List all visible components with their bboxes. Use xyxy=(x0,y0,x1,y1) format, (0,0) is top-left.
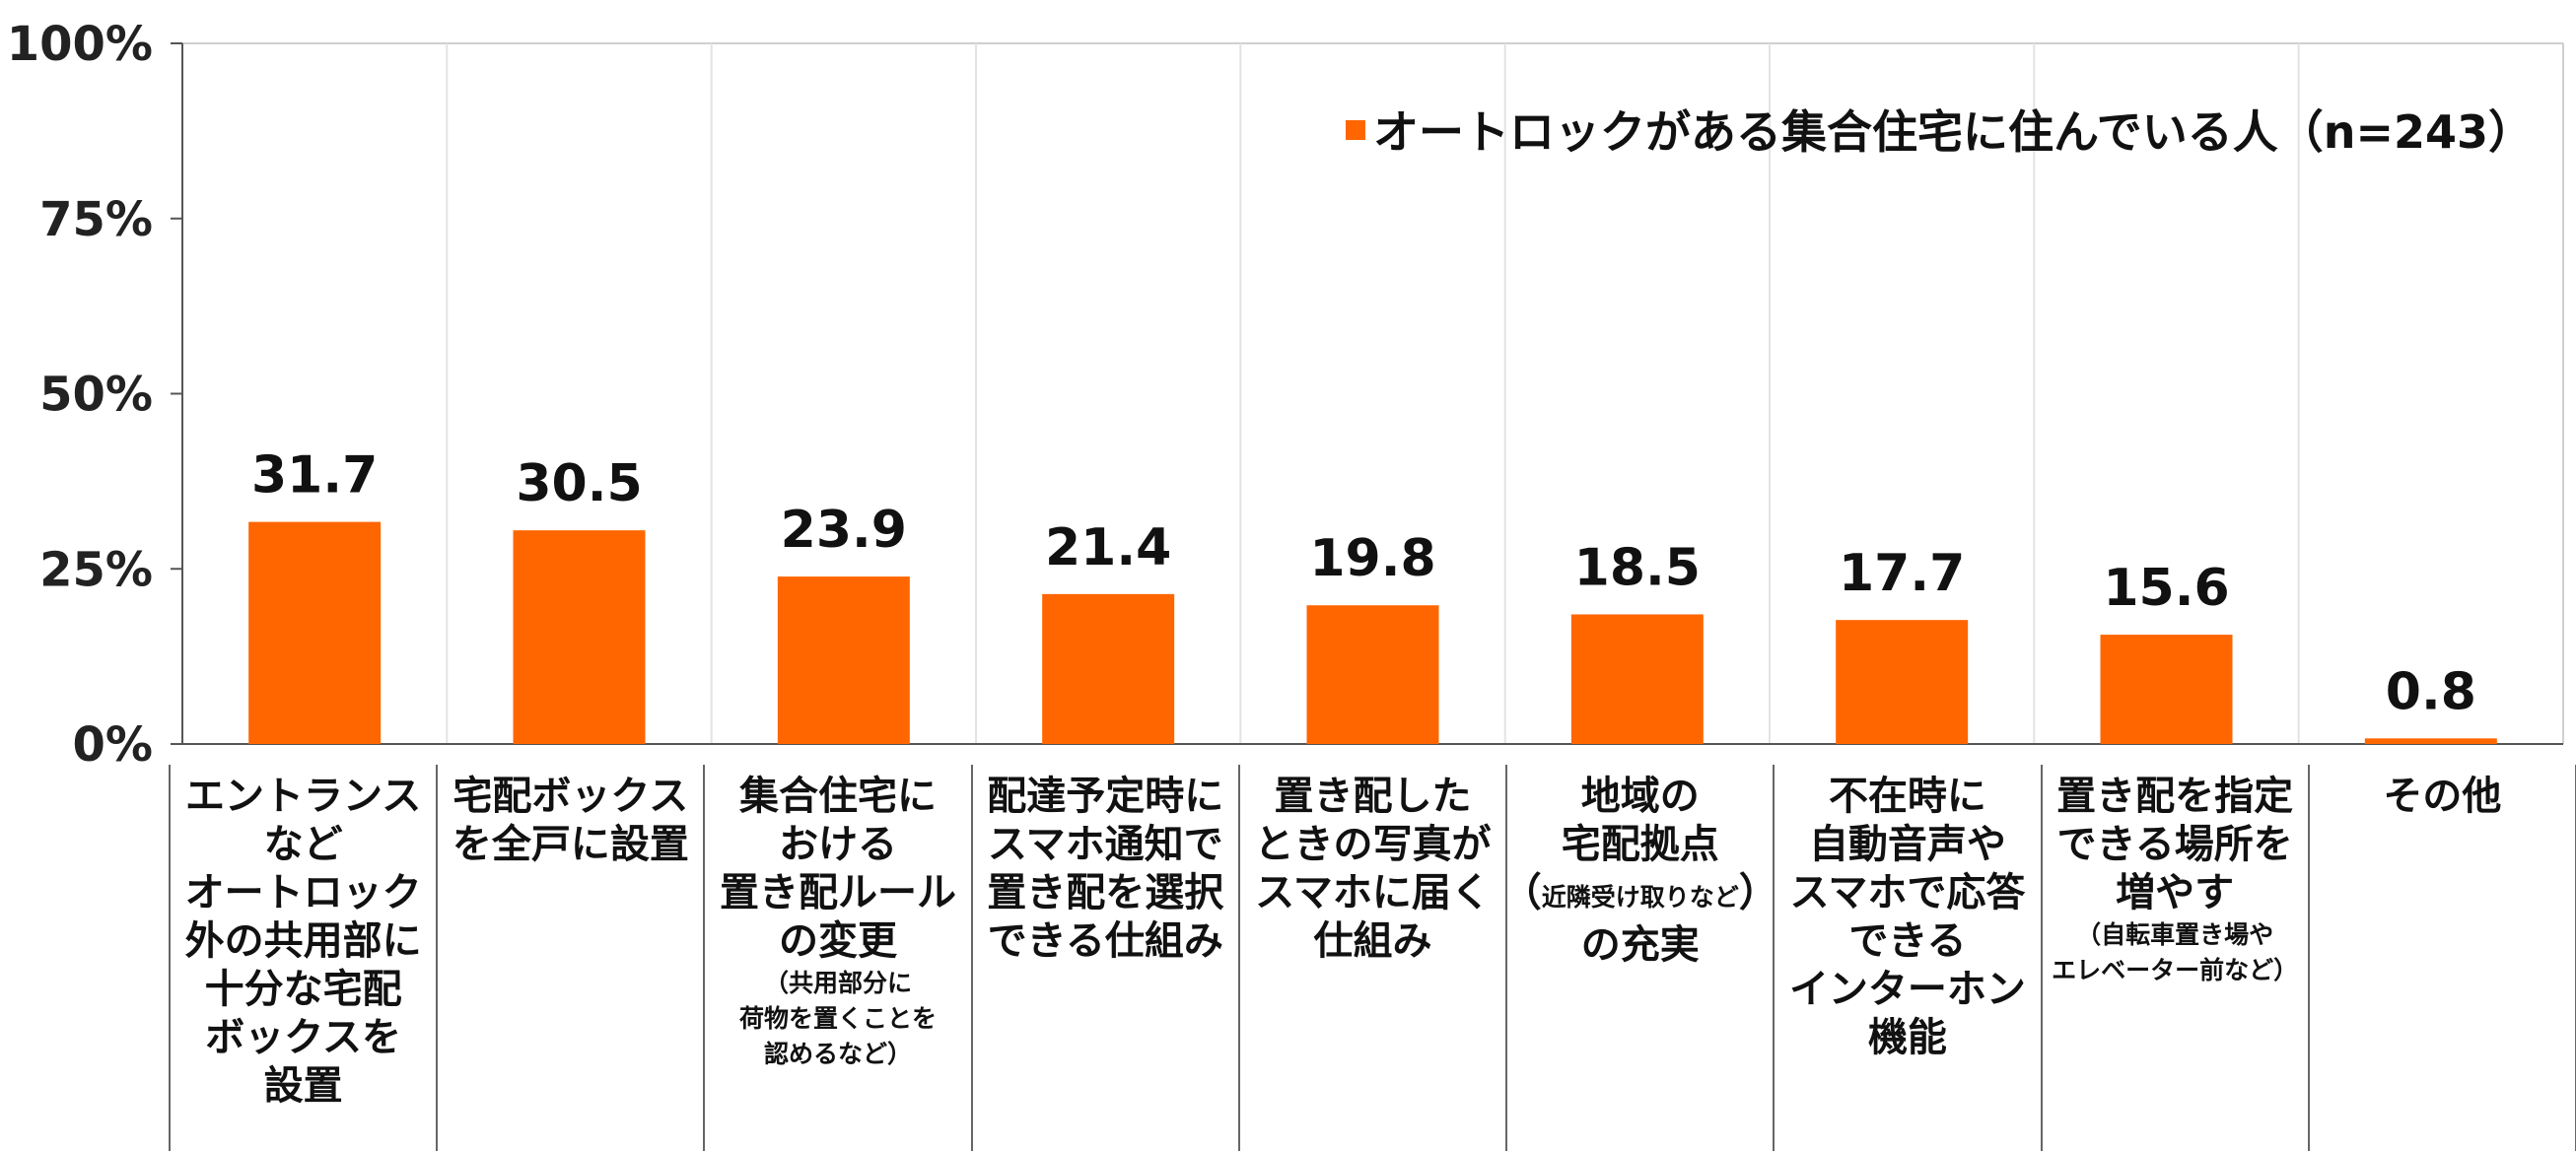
value-label: 30.5 xyxy=(516,454,642,513)
category-label-line: エレベーター前など） xyxy=(2052,956,2299,984)
category-label-line: スマホに届く xyxy=(1255,870,1491,915)
category-label-line: 認めるなど） xyxy=(764,1040,913,1068)
bar xyxy=(777,576,910,744)
bar xyxy=(1042,593,1175,744)
value-label: 0.8 xyxy=(2386,662,2476,721)
category-label-line: 設置 xyxy=(263,1063,343,1109)
value-label: 31.7 xyxy=(251,446,378,506)
bar xyxy=(1306,605,1439,744)
category-label-line: できる仕組み xyxy=(987,918,1223,964)
category-label-line: 置き配を指定 xyxy=(2056,774,2294,819)
category-label: 不在時に 自動音声や スマホで応答 できる インターホン 機能 xyxy=(1774,765,2041,1151)
category-label: 置き配を指定 できる場所を 増やす （自転車置き場や エレベーター前など） xyxy=(2042,765,2309,1151)
value-label: 19.8 xyxy=(1309,529,1435,588)
y-axis: 0% 25% 50% 75% 100% xyxy=(7,17,182,773)
category-label-line: 置き配を選択 xyxy=(987,870,1224,915)
bar xyxy=(1570,614,1704,744)
value-label: 23.9 xyxy=(781,501,907,560)
y-tick-label: 25% xyxy=(39,542,153,597)
value-label: 17.7 xyxy=(1839,544,1965,603)
category-divider xyxy=(970,765,973,1151)
legend-swatch xyxy=(1346,120,1365,140)
y-tick-label: 50% xyxy=(39,368,153,423)
category-label: その他 xyxy=(2309,765,2576,1151)
y-tick-label: 100% xyxy=(7,17,153,72)
category-label-line: できる場所を xyxy=(2056,822,2293,867)
category-label-line: 増やす xyxy=(2116,870,2235,915)
value-label: 18.5 xyxy=(1574,538,1701,597)
category-label-line: 地域の xyxy=(1580,774,1700,819)
category-label-line: など xyxy=(263,822,343,867)
category-label-line: その他 xyxy=(2383,774,2502,819)
category-label-line: エントランス xyxy=(185,774,422,819)
category-divider xyxy=(703,765,706,1151)
y-tick-label: 0% xyxy=(73,717,154,773)
category-label-line: 機能 xyxy=(1867,1015,1947,1060)
category-label: 地域の 宅配拠点 （近隣受け取りなど） の充実 xyxy=(1502,765,1778,1151)
bar xyxy=(1836,620,1969,744)
value-label: 21.4 xyxy=(1045,518,1171,577)
category-label-line: ボックスを xyxy=(205,1015,402,1060)
paren-open: （ xyxy=(1501,870,1542,915)
category-label-line: を全戸に設置 xyxy=(452,822,689,867)
category-label-line: 十分な宅配 xyxy=(204,967,402,1012)
category-label-line: できる xyxy=(1848,918,1967,964)
category-divider xyxy=(1237,765,1240,1151)
category-divider xyxy=(2307,765,2310,1151)
category-label-line: おける xyxy=(779,822,898,867)
category-label-line: 仕組み xyxy=(1313,918,1432,964)
category-label-line: スマホで応答 xyxy=(1789,870,2026,915)
category-label-line: 外の共用部に xyxy=(184,918,422,964)
value-label: 15.6 xyxy=(2103,559,2229,618)
y-tick-label: 75% xyxy=(39,192,153,247)
category-label-line: オートロック xyxy=(184,870,422,915)
category-label: 集合住宅に おける 置き配ルール の変更 （共用部分に 荷物を置くことを 認めるなど） xyxy=(704,765,971,1151)
bar xyxy=(513,530,646,744)
paren-close: ） xyxy=(1738,870,1778,915)
category-label-line: 荷物を置くことを xyxy=(739,1004,938,1033)
value-labels: 31.7 30.5 23.9 21.4 19.8 18.5 17.7 15.6 0.8 xyxy=(251,446,2476,722)
category-label-line: の充実 xyxy=(1580,922,1700,968)
category-divider xyxy=(1773,765,1775,1151)
category-note: 近隣受け取りなど xyxy=(1541,883,1739,912)
category-label: 宅配ボックス を全戸に設置 xyxy=(437,765,704,1151)
category-label: 置き配した ときの写真が スマホに届く 仕組み xyxy=(1239,765,1506,1151)
category-label-line: 集合住宅に xyxy=(739,774,938,819)
bar xyxy=(2100,635,2233,744)
category-label-line: インターホン xyxy=(1788,967,2026,1012)
category-divider xyxy=(2040,765,2043,1151)
category-label-line: 宅配ボックス xyxy=(453,774,689,819)
category-divider xyxy=(1505,765,1508,1151)
category-label: 配達予定時に スマホ通知で 置き配を選択 できる仕組み xyxy=(972,765,1239,1151)
category-label-line: 不在時に xyxy=(1828,774,1986,819)
category-label-line: （近隣受け取りなど） xyxy=(1502,869,1778,921)
bar xyxy=(248,521,382,744)
category-label-line: ときの写真が xyxy=(1254,822,1492,867)
category-label-line: 自動音声や xyxy=(1808,822,2006,867)
category-divider xyxy=(169,765,171,1151)
category-label-line: 宅配拠点 xyxy=(1561,822,1719,867)
legend-label: オートロックがある集合住宅に住んでいる人（n=243） xyxy=(1373,105,2534,159)
category-label-line: （自転車置き場や xyxy=(2076,920,2274,949)
bars xyxy=(248,521,2497,744)
category-label-line: スマホ通知で xyxy=(987,822,1223,867)
legend: オートロックがある集合住宅に住んでいる人（n=243） xyxy=(1346,105,2534,159)
category-divider xyxy=(436,765,439,1151)
category-label-line: の変更 xyxy=(779,918,898,964)
category-label-line: （共用部分に xyxy=(764,969,913,997)
category-label-line: 置き配した xyxy=(1274,774,1472,819)
category-label: エントランス など オートロック 外の共用部に 十分な宅配 ボックスを 設置 xyxy=(170,765,437,1151)
bar xyxy=(2364,738,2497,744)
category-label-line: 配達予定時に xyxy=(987,774,1224,819)
category-label-line: 置き配ルール xyxy=(720,870,957,915)
